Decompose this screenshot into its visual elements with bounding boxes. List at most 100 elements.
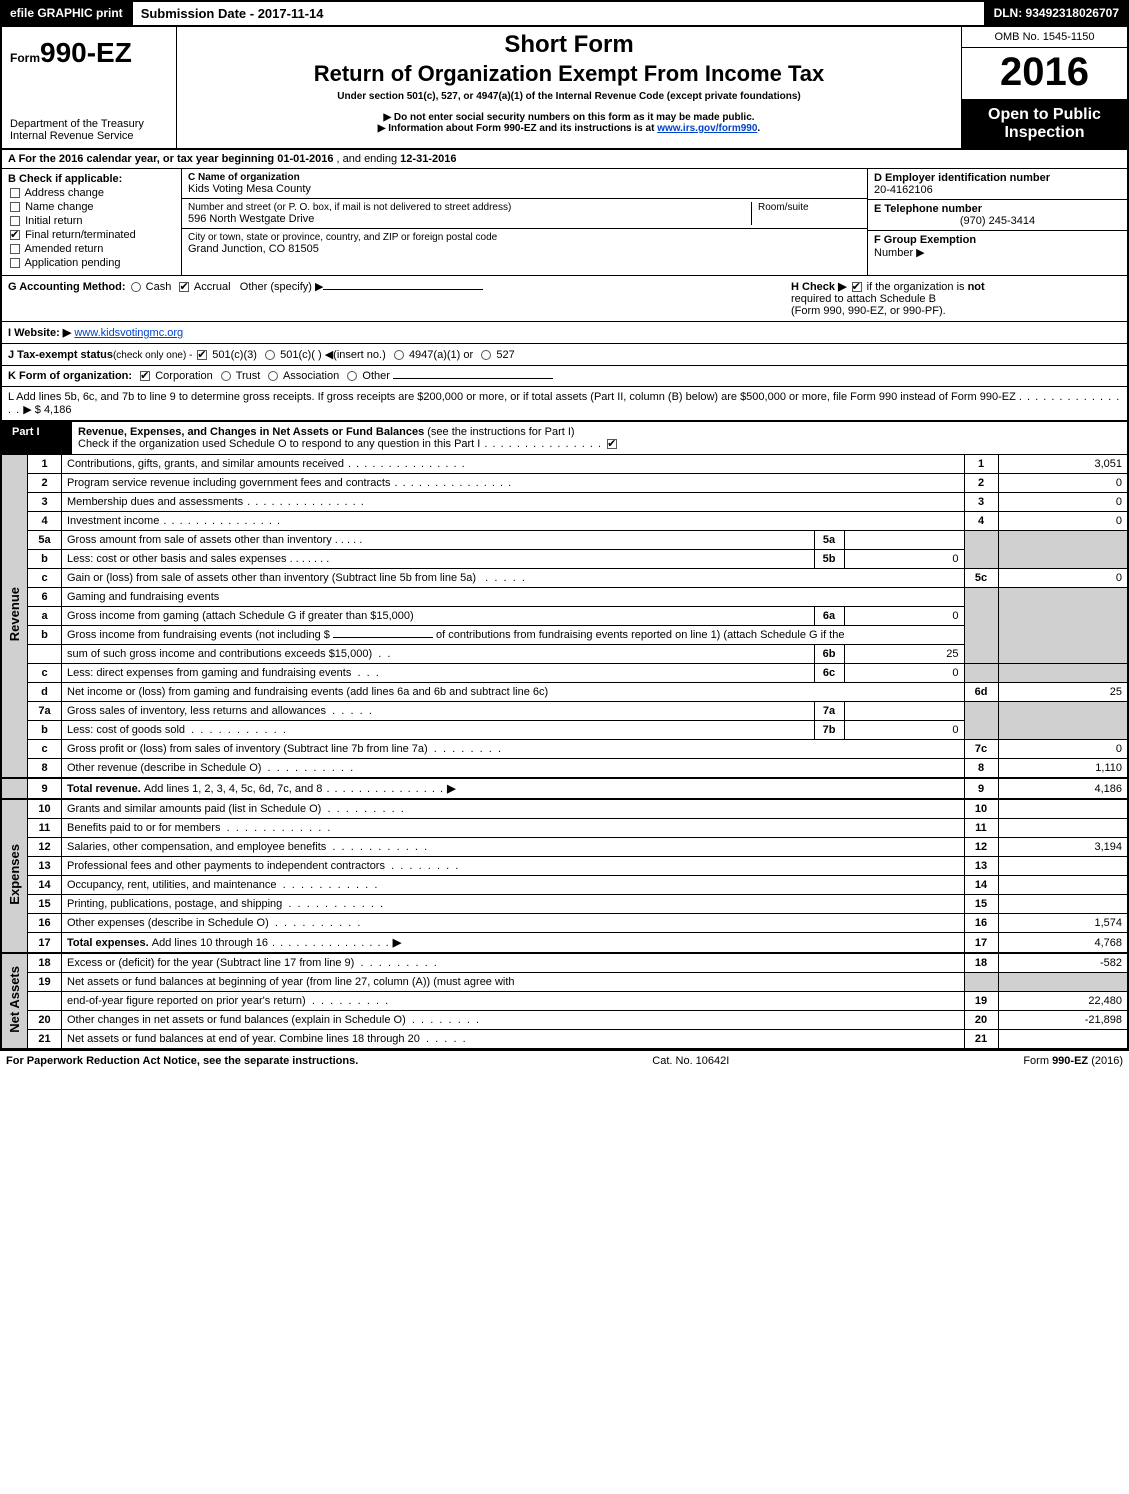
l16-amt: 1,574 <box>998 914 1128 933</box>
K-opt2: Association <box>283 370 339 382</box>
cat-no: Cat. No. 10642I <box>652 1055 729 1067</box>
website-link[interactable]: www.kidsvotingmc.org <box>74 327 183 339</box>
l6c-subval: 0 <box>844 664 964 683</box>
cb-initial-return[interactable]: Initial return <box>8 215 175 227</box>
l13-desc: Professional fees and other payments to … <box>62 857 965 876</box>
line-5a: 5a Gross amount from sale of assets othe… <box>1 531 1128 550</box>
l19-grey-amt <box>998 973 1128 992</box>
form-ref: Form 990-EZ (2016) <box>1023 1055 1123 1067</box>
J-4947[interactable] <box>394 350 404 360</box>
line-2: 2 Program service revenue including gove… <box>1 474 1128 493</box>
l5a-desc-t: Gross amount from sale of assets other t… <box>67 534 332 546</box>
H-text2: required to attach Schedule B <box>791 293 936 305</box>
part-i-check-line: Check if the organization used Schedule … <box>78 438 480 450</box>
l21-amt <box>998 1030 1128 1050</box>
line-13: 13 Professional fees and other payments … <box>1 857 1128 876</box>
L-amt-label: ▶ $ <box>23 404 44 416</box>
G-other-input[interactable] <box>323 289 483 290</box>
J-501c[interactable] <box>265 350 275 360</box>
l15-desc-t: Printing, publications, postage, and shi… <box>67 898 282 910</box>
l14-desc-t: Occupancy, rent, utilities, and maintena… <box>67 879 277 891</box>
l3-ref: 3 <box>964 493 998 512</box>
part-i-label: Part I <box>2 422 72 454</box>
l7b-sub: 7b <box>814 721 844 740</box>
l12-desc: Salaries, other compensation, and employ… <box>62 838 965 857</box>
L-amt: 4,186 <box>44 404 72 416</box>
l7b-num: b <box>28 721 62 740</box>
G-accrual-radio[interactable] <box>179 282 189 292</box>
cb-application-pending[interactable]: Application pending <box>8 257 175 269</box>
part-i-dots <box>480 438 602 450</box>
cb-final-return[interactable]: Final return/terminated <box>8 229 175 241</box>
l5c-desc: Gain or (loss) from sale of assets other… <box>62 569 965 588</box>
J-paren: (check only one) - <box>113 350 195 361</box>
l13-num: 13 <box>28 857 62 876</box>
line-1: Revenue 1 Contributions, gifts, grants, … <box>1 455 1128 474</box>
l5a-subval <box>844 531 964 550</box>
H-text3: (Form 990, 990-EZ, or 990-PF). <box>791 305 946 317</box>
cb-name-change-label: Name change <box>25 201 94 213</box>
cb-amended-return[interactable]: Amended return <box>8 243 175 255</box>
J-501c3[interactable] <box>197 350 207 360</box>
G-cash-radio[interactable] <box>131 282 141 292</box>
part-i-title-rest: (see the instructions for Part I) <box>424 426 574 438</box>
l7b-desc: Less: cost of goods sold . . . . . . . .… <box>62 721 815 740</box>
J-527[interactable] <box>481 350 491 360</box>
l13-desc-t: Professional fees and other payments to … <box>67 860 385 872</box>
form-number: Form990-EZ <box>2 27 176 69</box>
l9-desc2: Add lines 1, 2, 3, 4, 5c, 6d, 7c, and 8 <box>144 783 323 795</box>
part-i-checkbox[interactable] <box>607 439 617 449</box>
line-19b: end-of-year figure reported on prior yea… <box>1 992 1128 1011</box>
l10-num: 10 <box>28 799 62 819</box>
l9-num: 9 <box>28 778 62 799</box>
l18-amt: -582 <box>998 953 1128 973</box>
l21-num: 21 <box>28 1030 62 1050</box>
l15-num: 15 <box>28 895 62 914</box>
cb-name-change[interactable]: Name change <box>8 201 175 213</box>
K-corp[interactable] <box>140 371 150 381</box>
line-18: Net Assets 18 Excess or (deficit) for th… <box>1 953 1128 973</box>
J-opt3: 527 <box>496 349 514 361</box>
l3-num: 3 <box>28 493 62 512</box>
l9-desc-b: Total revenue. <box>67 783 144 795</box>
l4-ref: 4 <box>964 512 998 531</box>
l5a-num: 5a <box>28 531 62 550</box>
cb-initial-return-label: Initial return <box>25 215 82 227</box>
cb-address-change[interactable]: Address change <box>8 187 175 199</box>
line-6c: c Less: direct expenses from gaming and … <box>1 664 1128 683</box>
L-text: L Add lines 5b, 6c, and 7b to line 9 to … <box>8 391 1016 403</box>
line-9: 9 Total revenue. Add lines 1, 2, 3, 4, 5… <box>1 778 1128 799</box>
l15-ref: 15 <box>964 895 998 914</box>
l5b-desc: Less: cost or other basis and sales expe… <box>62 550 815 569</box>
l6c-grey <box>964 664 998 683</box>
l6c-desc: Less: direct expenses from gaming and fu… <box>62 664 815 683</box>
l18-desc: Excess or (deficit) for the year (Subtra… <box>62 953 965 973</box>
H-label: H Check ▶ <box>791 281 847 293</box>
tax-year: 2016 <box>962 48 1127 100</box>
l6bp-amt-input[interactable] <box>333 637 433 638</box>
H-checkbox[interactable] <box>852 282 862 292</box>
efile-print-button[interactable]: efile GRAPHIC print <box>2 2 133 25</box>
l6d-desc: Net income or (loss) from gaming and fun… <box>62 683 965 702</box>
revenue-sidelabel-text: Revenue <box>7 587 22 641</box>
open-line2: Inspection <box>966 124 1123 142</box>
K-assoc[interactable] <box>268 371 278 381</box>
row-address: Number and street (or P. O. box, if mail… <box>182 199 867 229</box>
addr-label: Number and street (or P. O. box, if mail… <box>188 202 751 213</box>
city-value: Grand Junction, CO 81505 <box>188 243 861 255</box>
K-other[interactable] <box>347 371 357 381</box>
l8-num: 8 <box>28 759 62 779</box>
K-other-input[interactable] <box>393 378 553 379</box>
l7a-sub: 7a <box>814 702 844 721</box>
irs-link[interactable]: www.irs.gov/form990 <box>657 123 757 134</box>
l18-num: 18 <box>28 953 62 973</box>
J-label: J Tax-exempt status <box>8 349 113 361</box>
l1-desc: Contributions, gifts, grants, and simila… <box>62 455 965 474</box>
l14-desc: Occupancy, rent, utilities, and maintena… <box>62 876 965 895</box>
l6d-num: d <box>28 683 62 702</box>
l17-amt: 4,768 <box>998 933 1128 954</box>
l6b-desc: sum of such gross income and contributio… <box>62 645 815 664</box>
K-trust[interactable] <box>221 371 231 381</box>
line-12: 12 Salaries, other compensation, and emp… <box>1 838 1128 857</box>
line-5c: c Gain or (loss) from sale of assets oth… <box>1 569 1128 588</box>
